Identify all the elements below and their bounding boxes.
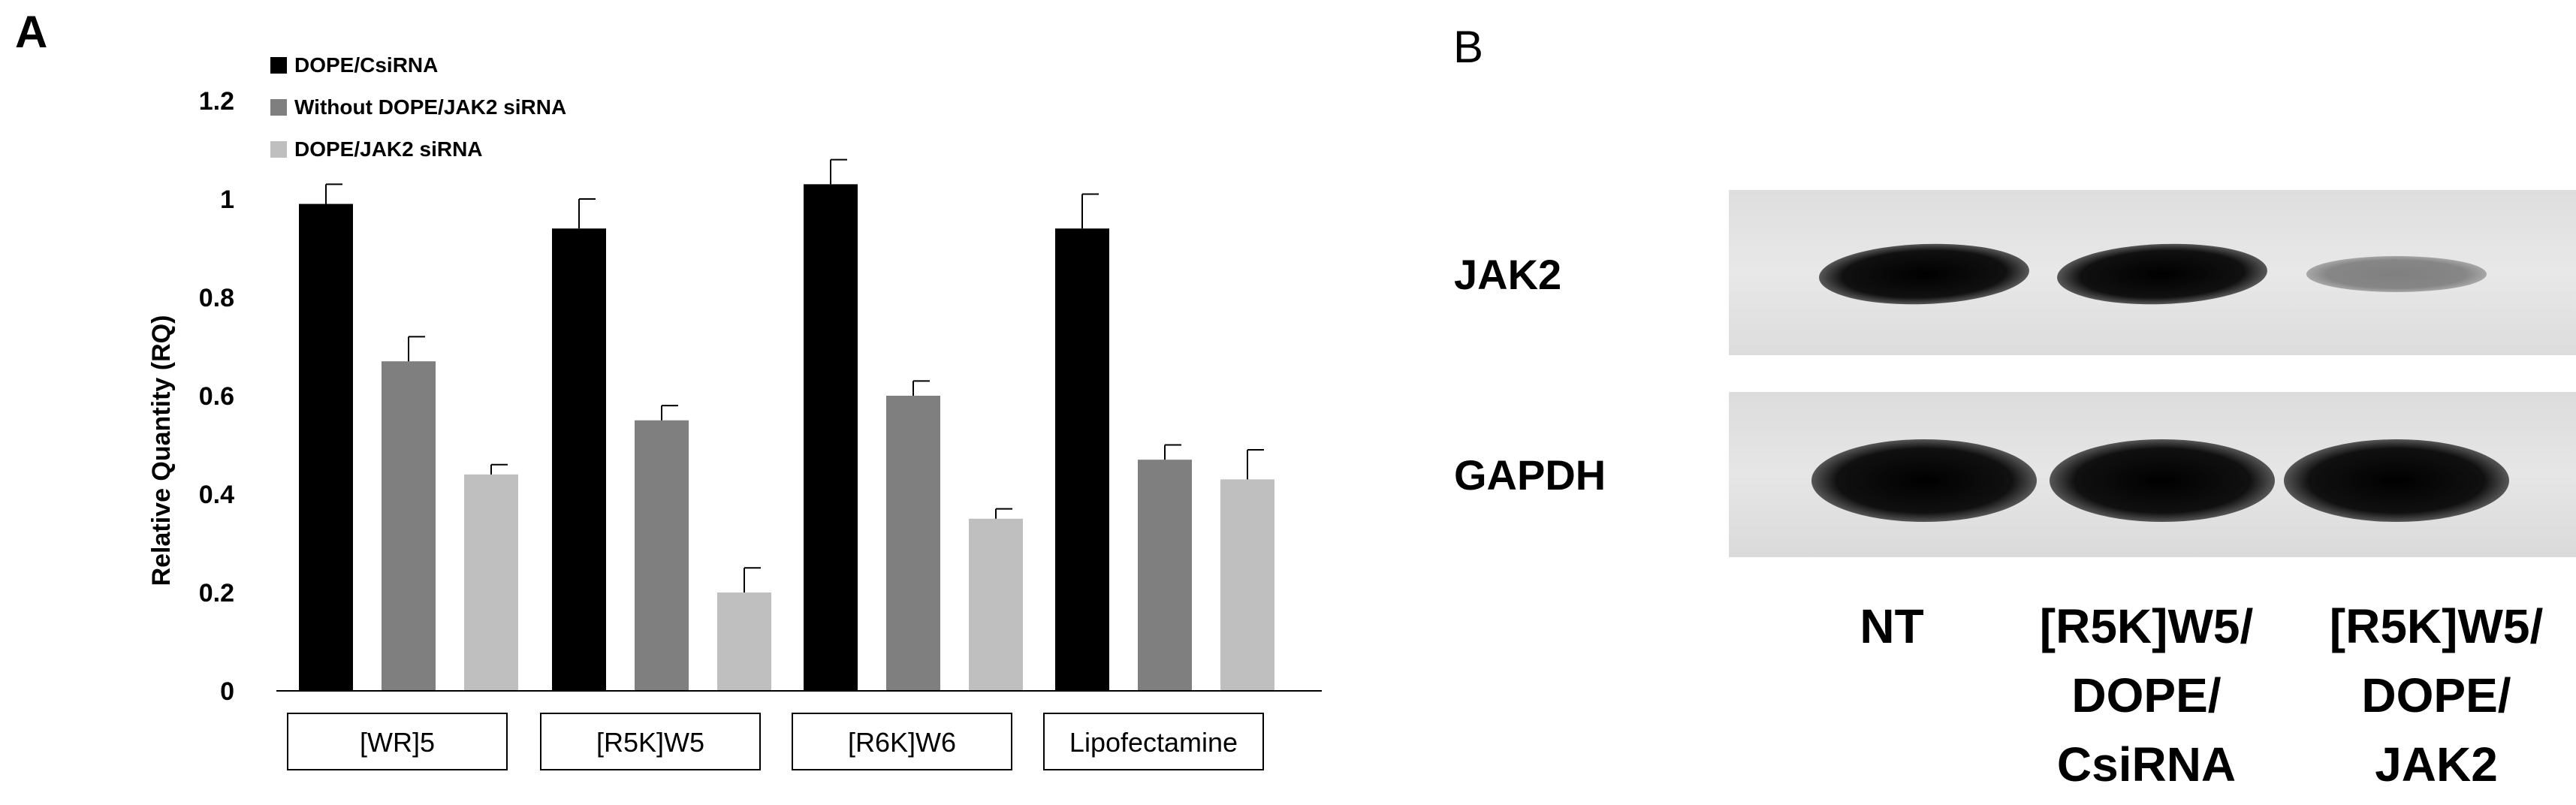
- bar: [804, 184, 858, 692]
- western-blot-gapdh: [1729, 392, 2576, 557]
- lane-label-line: CsiRNA: [2056, 737, 2237, 791]
- category-labels: [WR]5 [R5K]W5 [R6K]W6 Lipofectamine: [287, 713, 1264, 770]
- western-blot-jak2: [1729, 190, 2576, 355]
- x-tick-label: [WR]5: [360, 727, 435, 758]
- blot-row-label-jak2: JAK2: [1454, 251, 1562, 298]
- bar: [464, 474, 518, 691]
- lane-label-line: [R5K]W5/: [2329, 599, 2544, 653]
- lane-label-line: DOPE/: [2361, 668, 2511, 722]
- y-axis-ticks: 0 0.2 0.4 0.6 0.8 1 1.2: [199, 87, 234, 706]
- y-tick-label: 0.6: [199, 382, 234, 411]
- blot-band: [2056, 240, 2269, 308]
- legend-label: DOPE/JAK2 siRNA: [294, 137, 483, 161]
- panel-b-label: B: [1453, 22, 1484, 72]
- y-axis-label: Relative Quantity (RQ): [147, 315, 176, 586]
- legend-swatch: [270, 99, 287, 116]
- lane-label-r5k-jak2: [R5K]W5/ DOPE/ JAK2: [2298, 592, 2574, 799]
- error-bars: [325, 158, 1264, 592]
- blot-band: [2050, 439, 2275, 522]
- bar: [886, 396, 940, 691]
- category-box: [792, 713, 1012, 770]
- x-tick-label: Lipofectamine: [1069, 727, 1238, 758]
- category-box: [287, 713, 508, 770]
- lane-label-line: DOPE/: [2071, 668, 2222, 722]
- blot-band: [1811, 439, 2037, 522]
- x-tick-label: [R5K]W5: [596, 727, 704, 758]
- lane-label-line: JAK2: [2375, 737, 2498, 791]
- bar: [382, 361, 436, 691]
- blot-band: [2284, 439, 2509, 522]
- bar: [552, 228, 606, 691]
- category-box: [1043, 713, 1264, 770]
- lane-label-line: NT: [1860, 599, 1924, 653]
- lane-label-line: [R5K]W5/: [2039, 599, 2254, 653]
- blot-band: [2306, 256, 2487, 292]
- legend-label: DOPE/CsiRNA: [294, 53, 438, 77]
- bar: [717, 592, 771, 691]
- y-tick-label: 1: [220, 185, 234, 214]
- bar: [299, 204, 353, 691]
- legend-swatch: [270, 57, 287, 74]
- blot-band: [1817, 240, 2031, 308]
- bar-chart: DOPE/CsiRNA Without DOPE/JAK2 siRNA DOPE/J…: [147, 53, 1322, 770]
- legend-swatch: [270, 141, 287, 158]
- blot-row-label-gapdh: GAPDH: [1454, 451, 1606, 499]
- y-tick-label: 1.2: [199, 87, 234, 116]
- y-tick-label: 0.8: [199, 284, 234, 312]
- bar: [635, 420, 689, 691]
- y-tick-label: 0: [220, 677, 234, 706]
- panel-a-label: A: [15, 7, 48, 57]
- lane-label-r5k-csirna: [R5K]W5/ DOPE/ CsiRNA: [2011, 592, 2282, 799]
- bars: [299, 184, 1274, 692]
- bar: [1220, 479, 1274, 691]
- x-tick-label: [R6K]W6: [848, 727, 956, 758]
- bar: [1055, 228, 1109, 691]
- y-tick-label: 0.2: [199, 579, 234, 608]
- bar: [969, 518, 1023, 691]
- lane-label-nt: NT: [1798, 592, 1986, 661]
- legend-label: Without DOPE/JAK2 siRNA: [294, 95, 566, 119]
- legend: DOPE/CsiRNA Without DOPE/JAK2 siRNA DOPE/J…: [270, 53, 566, 161]
- bar: [1138, 460, 1192, 691]
- category-box: [540, 713, 761, 770]
- y-tick-label: 0.4: [199, 481, 234, 509]
